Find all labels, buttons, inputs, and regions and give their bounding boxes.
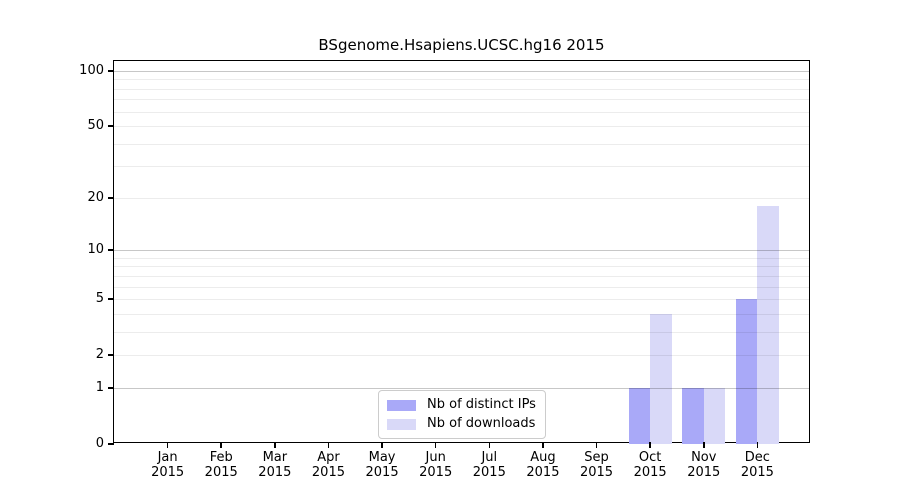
x-axis-tick: [542, 442, 544, 448]
y-axis-tick-label: 1: [95, 379, 104, 395]
x-axis-tick-label: Jun 2015: [419, 450, 453, 480]
bar-downloads: [703, 387, 726, 444]
x-axis-tick-label: Aug 2015: [526, 450, 560, 480]
y-axis-tick: [108, 298, 114, 300]
y-axis-tick: [108, 197, 114, 199]
x-axis-tick: [595, 442, 598, 448]
bar-downloads: [650, 313, 672, 444]
y-axis-tick-label: 0: [95, 436, 104, 451]
bar-downloads: [757, 206, 779, 444]
x-axis-tick-label: Feb 2015: [204, 450, 238, 480]
x-axis-tick: [703, 442, 705, 448]
x-axis-tick: [756, 442, 759, 448]
y-axis-tick: [108, 125, 114, 127]
plot-area: 0 1 2 5 10 20 50 100 Jan 2015 Feb 2015 Mar 2015 Apr 201…: [79, 60, 810, 480]
tick-layer: 0 1 2 5 10 20 50 100 Jan 2015 Feb 2015 Mar 2015 Apr 201…: [79, 61, 809, 480]
bar-distinct-ips: [628, 387, 651, 444]
legend-label-distinct-ips: Nb of distinct IPs: [427, 397, 536, 412]
legend-item-distinct-ips: Nb of distinct IPs: [387, 397, 537, 413]
y-axis-tick: [108, 70, 114, 72]
x-axis-tick: [327, 442, 330, 448]
x-axis-tick: [220, 442, 222, 448]
x-axis-tick-label: Jan 2015: [151, 450, 185, 480]
bar-distinct-ips: [735, 299, 758, 444]
x-axis-tick: [488, 442, 491, 448]
x-axis-tick: [381, 442, 383, 448]
y-axis-tick: [108, 249, 114, 251]
bar-layer: [114, 61, 809, 444]
x-axis-tick: [649, 442, 651, 448]
x-axis-tick-label: Apr 2015: [311, 450, 345, 480]
chart-title: BSgenome.Hsapiens.UCSC.hg16 2015: [318, 36, 605, 54]
y-axis-tick: [108, 354, 114, 356]
legend-swatch-distinct-ips: [387, 399, 416, 411]
y-axis-tick-label: 20: [87, 189, 104, 205]
legend-label-downloads: Nb of downloads: [427, 416, 536, 431]
y-axis-tick-label: 50: [87, 118, 104, 134]
y-axis-tick-label: 10: [87, 242, 104, 258]
x-axis-tick: [434, 442, 437, 448]
legend: Nb of distinct IPs Nb of downloads: [378, 390, 546, 439]
x-axis-tick: [274, 442, 276, 448]
y-axis-tick-label: 2: [95, 347, 104, 363]
x-axis-tick-label: Sep 2015: [579, 450, 614, 480]
x-axis-tick: [166, 442, 169, 448]
y-axis-tick-label: 100: [79, 63, 104, 78]
x-axis-tick-label: May 2015: [365, 450, 399, 480]
legend-swatch-downloads: [387, 418, 416, 430]
x-axis-tick-label: Jul 2015: [472, 450, 506, 480]
legend-item-downloads: Nb of downloads: [387, 416, 537, 432]
x-axis-tick-label: Mar 2015: [258, 450, 292, 480]
y-axis-tick-label: 5: [95, 291, 104, 307]
x-axis-tick-label: Nov 2015: [687, 450, 721, 480]
bar-distinct-ips: [682, 387, 704, 444]
y-axis-tick: [108, 387, 114, 389]
x-axis-tick-label: Dec 2015: [740, 450, 774, 480]
x-axis-tick-label: Oct 2015: [633, 450, 667, 480]
y-axis-tick: [108, 443, 114, 445]
